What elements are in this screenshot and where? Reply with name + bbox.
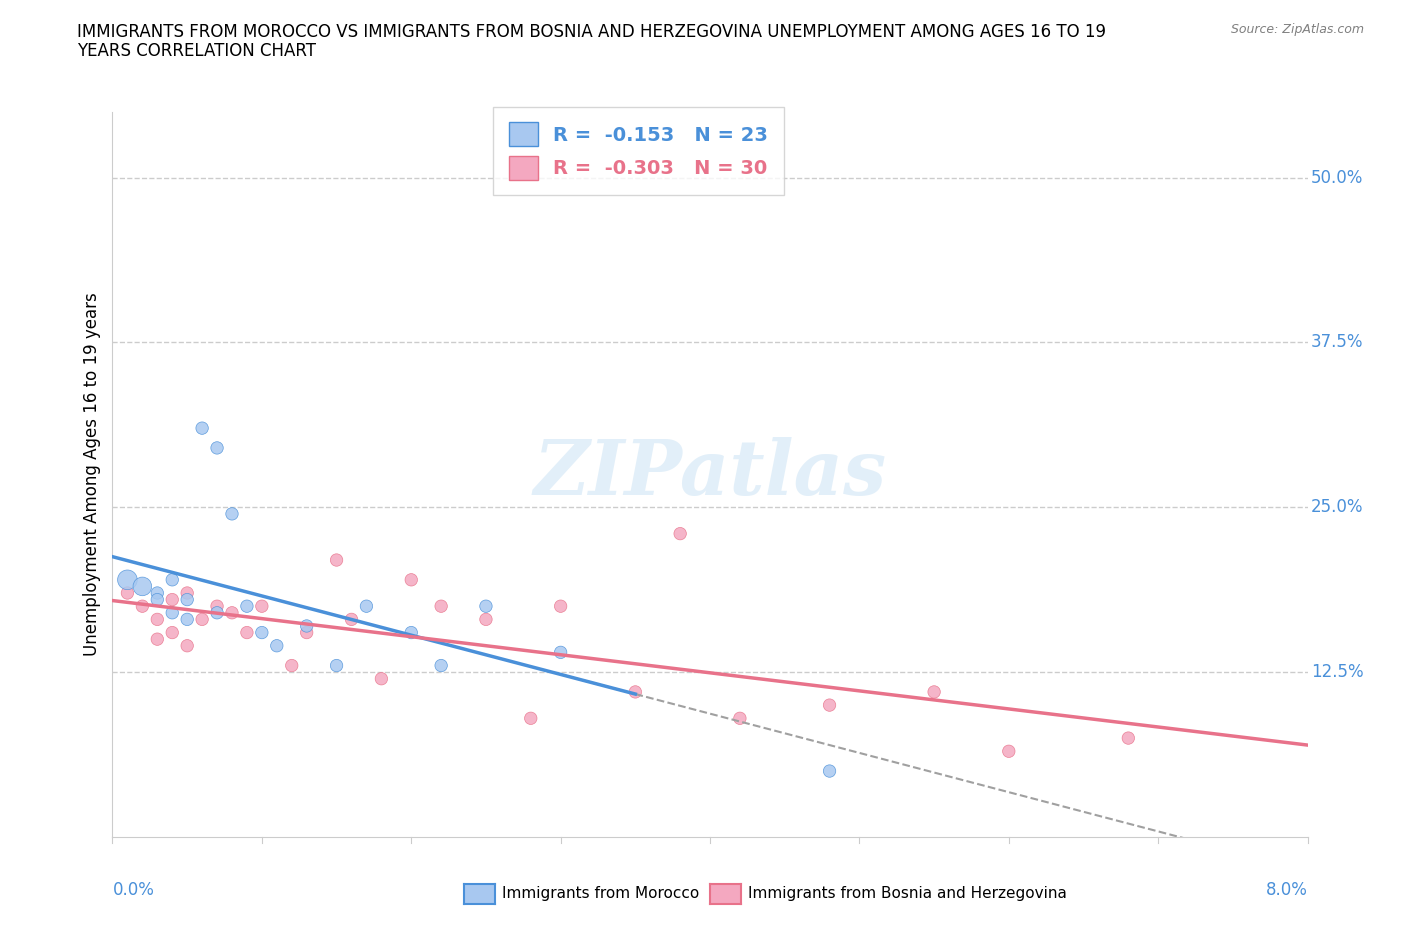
Point [146,612,169,627]
Point [176,592,198,607]
Point [356,599,378,614]
Point [818,698,841,712]
Text: IMMIGRANTS FROM MOROCCO VS IMMIGRANTS FROM BOSNIA AND HERZEGOVINA UNEMPLOYMENT A: IMMIGRANTS FROM MOROCCO VS IMMIGRANTS FR… [77,23,1107,41]
Point [117,586,139,601]
Point [131,579,153,594]
Point [146,592,169,607]
Text: ZIPatlas: ZIPatlas [533,437,887,512]
Point [176,586,198,601]
Point [340,612,363,627]
Point [205,605,228,620]
Point [162,572,183,587]
Point [325,552,347,567]
Text: Immigrants from Morocco: Immigrants from Morocco [502,886,699,901]
Point [162,625,183,640]
Y-axis label: Unemployment Among Ages 16 to 19 years: Unemployment Among Ages 16 to 19 years [83,292,101,657]
Point [266,638,288,653]
Point [624,684,647,699]
Point [430,658,453,673]
Point [162,592,183,607]
Text: 12.5%: 12.5% [1312,663,1364,681]
Point [520,711,543,725]
Text: YEARS CORRELATION CHART: YEARS CORRELATION CHART [77,42,316,60]
Point [191,612,214,627]
Point [922,684,945,699]
Point [998,744,1021,759]
Point [475,599,498,614]
Point [370,671,392,686]
Point [236,599,259,614]
Point [146,586,169,601]
Point [325,658,347,673]
Point [550,644,572,659]
Point [191,420,214,435]
Point [162,605,183,620]
Point [281,658,304,673]
Point [176,612,198,627]
Point [550,599,572,614]
Point [205,441,228,456]
Point [475,612,498,627]
Point [728,711,751,725]
Text: 25.0%: 25.0% [1312,498,1364,516]
Point [146,631,169,646]
Point [131,599,153,614]
Point [221,507,243,522]
Text: Immigrants from Bosnia and Herzegovina: Immigrants from Bosnia and Herzegovina [748,886,1067,901]
Point [250,599,273,614]
Text: Source: ZipAtlas.com: Source: ZipAtlas.com [1230,23,1364,36]
Point [250,625,273,640]
Text: 37.5%: 37.5% [1312,334,1364,352]
Point [236,625,259,640]
Text: 50.0%: 50.0% [1312,168,1364,187]
Text: 8.0%: 8.0% [1265,881,1308,898]
Point [117,572,139,587]
Point [818,764,841,778]
Text: 0.0%: 0.0% [112,881,155,898]
Point [401,625,423,640]
Point [205,599,228,614]
Point [1118,731,1140,746]
Point [430,599,453,614]
Point [401,572,423,587]
Legend: R =  -0.153   N = 23, R =  -0.303   N = 30: R = -0.153 N = 23, R = -0.303 N = 30 [494,107,783,195]
Point [295,618,318,633]
Point [669,526,692,541]
Point [295,625,318,640]
Point [176,638,198,653]
Point [221,605,243,620]
